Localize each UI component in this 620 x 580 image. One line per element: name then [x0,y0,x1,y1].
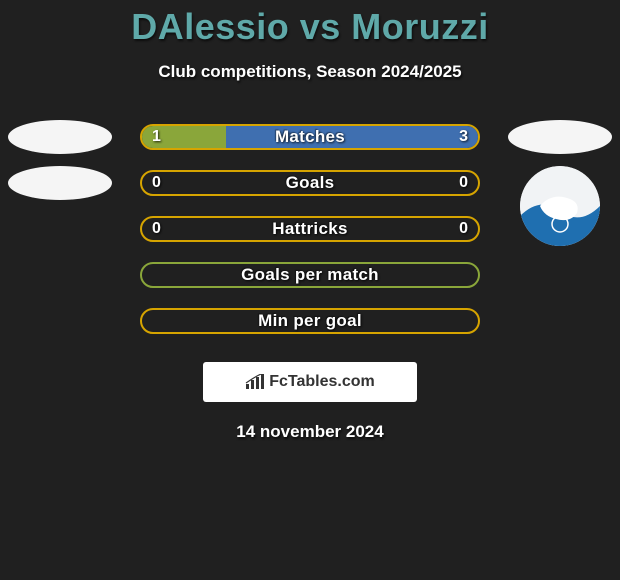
date-label: 14 november 2024 [0,422,620,442]
player-left-badge [8,166,112,200]
brand-chart-icon [245,374,265,390]
stat-row: Goals per match [0,252,620,298]
comparison-chart: 13Matches 00Goals 00Hattricks Goals per mat… [0,114,620,344]
club-logo-right [520,166,600,246]
stat-bar: Min per goal [140,308,480,334]
stat-bar: 13Matches [140,124,480,150]
stat-label: Goals [142,173,478,193]
stat-bar: 00Goals [140,170,480,196]
stat-label: Hattricks [142,219,478,239]
brand-box: FcTables.com [203,362,417,402]
page-subtitle: Club competitions, Season 2024/2025 [0,62,620,82]
stat-label: Min per goal [142,311,478,331]
stat-row: Min per goal [0,298,620,344]
ellipse-icon [8,166,112,200]
ellipse-icon [8,120,112,154]
stat-bar: Goals per match [140,262,480,288]
stat-bar: 00Hattricks [140,216,480,242]
club-logo-icon [520,166,600,246]
player-left-badge [8,120,112,154]
page-title: DAlessio vs Moruzzi [0,0,620,48]
ellipse-icon [508,120,612,154]
stat-label: Matches [142,127,478,147]
player-right-badge [508,120,612,154]
brand-text: FcTables.com [269,373,375,391]
stat-label: Goals per match [142,265,478,285]
stat-row: 13Matches [0,114,620,160]
